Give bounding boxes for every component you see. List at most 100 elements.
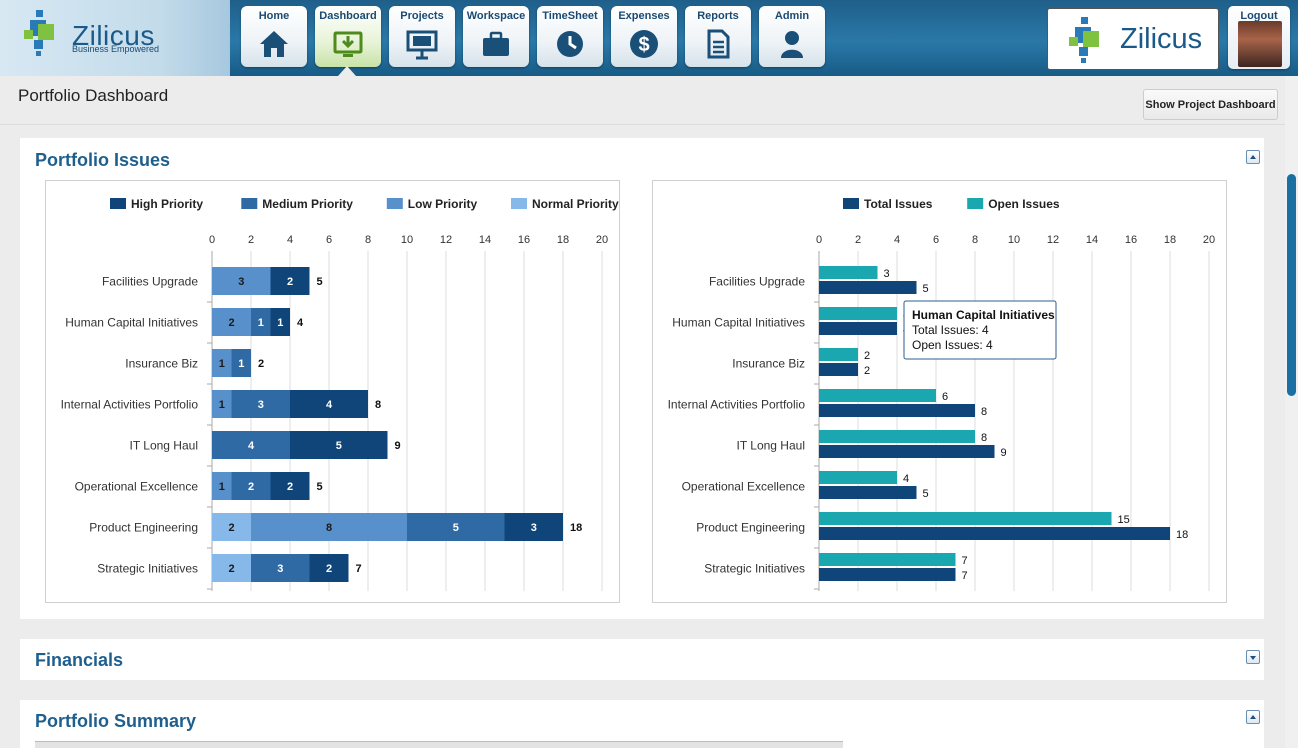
nav-label: Expenses — [618, 10, 670, 22]
bar-segment — [212, 390, 232, 418]
zilicus-logo-icon — [1069, 17, 1099, 63]
projects-icon — [406, 30, 438, 60]
page-scrollbar[interactable] — [1285, 76, 1298, 748]
legend-label: Medium Priority — [262, 197, 353, 211]
legend-swatch — [241, 198, 258, 209]
segment-label: 3 — [238, 276, 244, 288]
total-issues-label: 9 — [1001, 447, 1007, 459]
logout-button[interactable]: Logout — [1228, 6, 1290, 69]
open-issues-label: 2 — [864, 350, 870, 362]
bar-segment — [212, 431, 290, 459]
bar-segment — [231, 349, 251, 377]
x-tick-label: 18 — [1164, 234, 1176, 246]
avatar[interactable] — [1238, 21, 1282, 67]
legend-swatch — [843, 198, 859, 209]
total-issues-bar — [819, 322, 897, 335]
nav-timesheet[interactable]: TimeSheet — [537, 6, 603, 67]
segment-label: 5 — [336, 440, 342, 452]
tooltip-open: Open Issues: 4 — [912, 338, 993, 352]
user-icon — [781, 31, 803, 58]
total-label: 9 — [395, 440, 401, 452]
legend-label: High Priority — [131, 197, 203, 211]
x-tick-label: 0 — [209, 234, 215, 246]
document-icon — [707, 29, 730, 59]
x-tick-label: 2 — [248, 234, 254, 246]
total-issues-label: 8 — [981, 406, 987, 418]
bar-segment — [231, 472, 271, 500]
category-label: IT Long Haul — [737, 439, 806, 453]
brand-logo[interactable]: Zilicus Business Empowered — [0, 0, 230, 76]
main-nav: Home Dashboard Projects Workspace TimeSh… — [241, 6, 825, 67]
scrollbar-thumb[interactable] — [1287, 174, 1296, 396]
bar-segment — [212, 349, 232, 377]
total-issues-label: 5 — [923, 283, 929, 295]
bar-segment — [309, 554, 349, 582]
nav-label: Projects — [400, 10, 444, 22]
x-tick-label: 12 — [440, 234, 452, 246]
segment-label: 3 — [277, 563, 283, 575]
issues-chart-box: Total Issues Open Issues 0 2 4 6 8 10 12 14 16 18 20… — [652, 180, 1227, 603]
chart-tooltip — [903, 300, 1057, 360]
bar-segment — [212, 472, 232, 500]
segment-label: 0 — [251, 358, 257, 370]
total-label: 18 — [570, 522, 582, 534]
nav-projects[interactable]: Projects — [389, 6, 455, 67]
total-issues-bar — [819, 445, 995, 458]
nav-admin[interactable]: Admin — [759, 6, 825, 67]
segment-label: 2 — [248, 481, 254, 493]
segment-label: 1 — [219, 481, 225, 493]
bar-segment — [212, 554, 251, 582]
open-issues-label: 6 — [942, 391, 948, 403]
segment-label: 4 — [248, 440, 255, 452]
collapse-summary-icon[interactable] — [1246, 710, 1260, 724]
x-tick-label: 4 — [894, 234, 900, 246]
x-tick-label: 0 — [816, 234, 822, 246]
panel-title-summary: Portfolio Summary — [35, 711, 197, 731]
legend-swatch — [110, 198, 126, 209]
collapse-issues-icon[interactable] — [1246, 150, 1260, 164]
x-tick-label: 10 — [1008, 234, 1020, 246]
legend-swatch — [967, 198, 984, 209]
bar-segment — [251, 554, 310, 582]
portfolio-summary-panel: Portfolio Summary — [20, 700, 1264, 748]
nav-label: TimeSheet — [542, 10, 598, 22]
nav-dashboard[interactable]: Dashboard — [315, 6, 381, 67]
segment-label: 3 — [258, 399, 264, 411]
bar-segment — [251, 513, 407, 541]
home-icon — [260, 31, 288, 57]
category-label: Facilities Upgrade — [102, 275, 198, 289]
panel-title-issues: Portfolio Issues — [35, 150, 171, 170]
total-issues-bar — [819, 363, 858, 376]
x-tick-label: 8 — [365, 234, 371, 246]
x-tick-label: 4 — [287, 234, 293, 246]
nav-reports[interactable]: Reports — [685, 6, 751, 67]
total-issues-bar — [819, 568, 956, 581]
page-title: Portfolio Dashboard — [18, 86, 169, 105]
panel-title-financials: Financials — [35, 650, 124, 670]
open-issues-bar — [819, 348, 858, 361]
x-tick-label: 10 — [401, 234, 413, 246]
total-issues-label: 7 — [962, 570, 968, 582]
segment-label: 1 — [277, 317, 283, 329]
open-issues-bar — [819, 266, 878, 279]
total-label: 5 — [317, 276, 323, 288]
show-project-dashboard-button[interactable]: Show Project Dashboard — [1143, 89, 1278, 120]
bar-segment — [251, 308, 271, 336]
open-issues-bar — [819, 307, 897, 320]
nav-home[interactable]: Home — [241, 6, 307, 67]
expand-financials-icon[interactable] — [1246, 650, 1260, 664]
total-label: 4 — [297, 317, 304, 329]
x-tick-label: 12 — [1047, 234, 1059, 246]
category-label: Strategic Initiatives — [97, 562, 198, 576]
x-tick-label: 14 — [479, 234, 491, 246]
total-issues-label: 5 — [923, 488, 929, 500]
x-tick-label: 18 — [557, 234, 569, 246]
nav-expenses[interactable]: Expenses $ — [611, 6, 677, 67]
segment-label: 2 — [287, 276, 293, 288]
clock-icon — [557, 31, 583, 57]
segment-label: 2 — [228, 522, 234, 534]
segment-label: 2 — [326, 563, 332, 575]
total-issues-bar — [819, 404, 975, 417]
nav-workspace[interactable]: Workspace — [463, 6, 529, 67]
brand-name: Zilicus — [72, 20, 155, 51]
